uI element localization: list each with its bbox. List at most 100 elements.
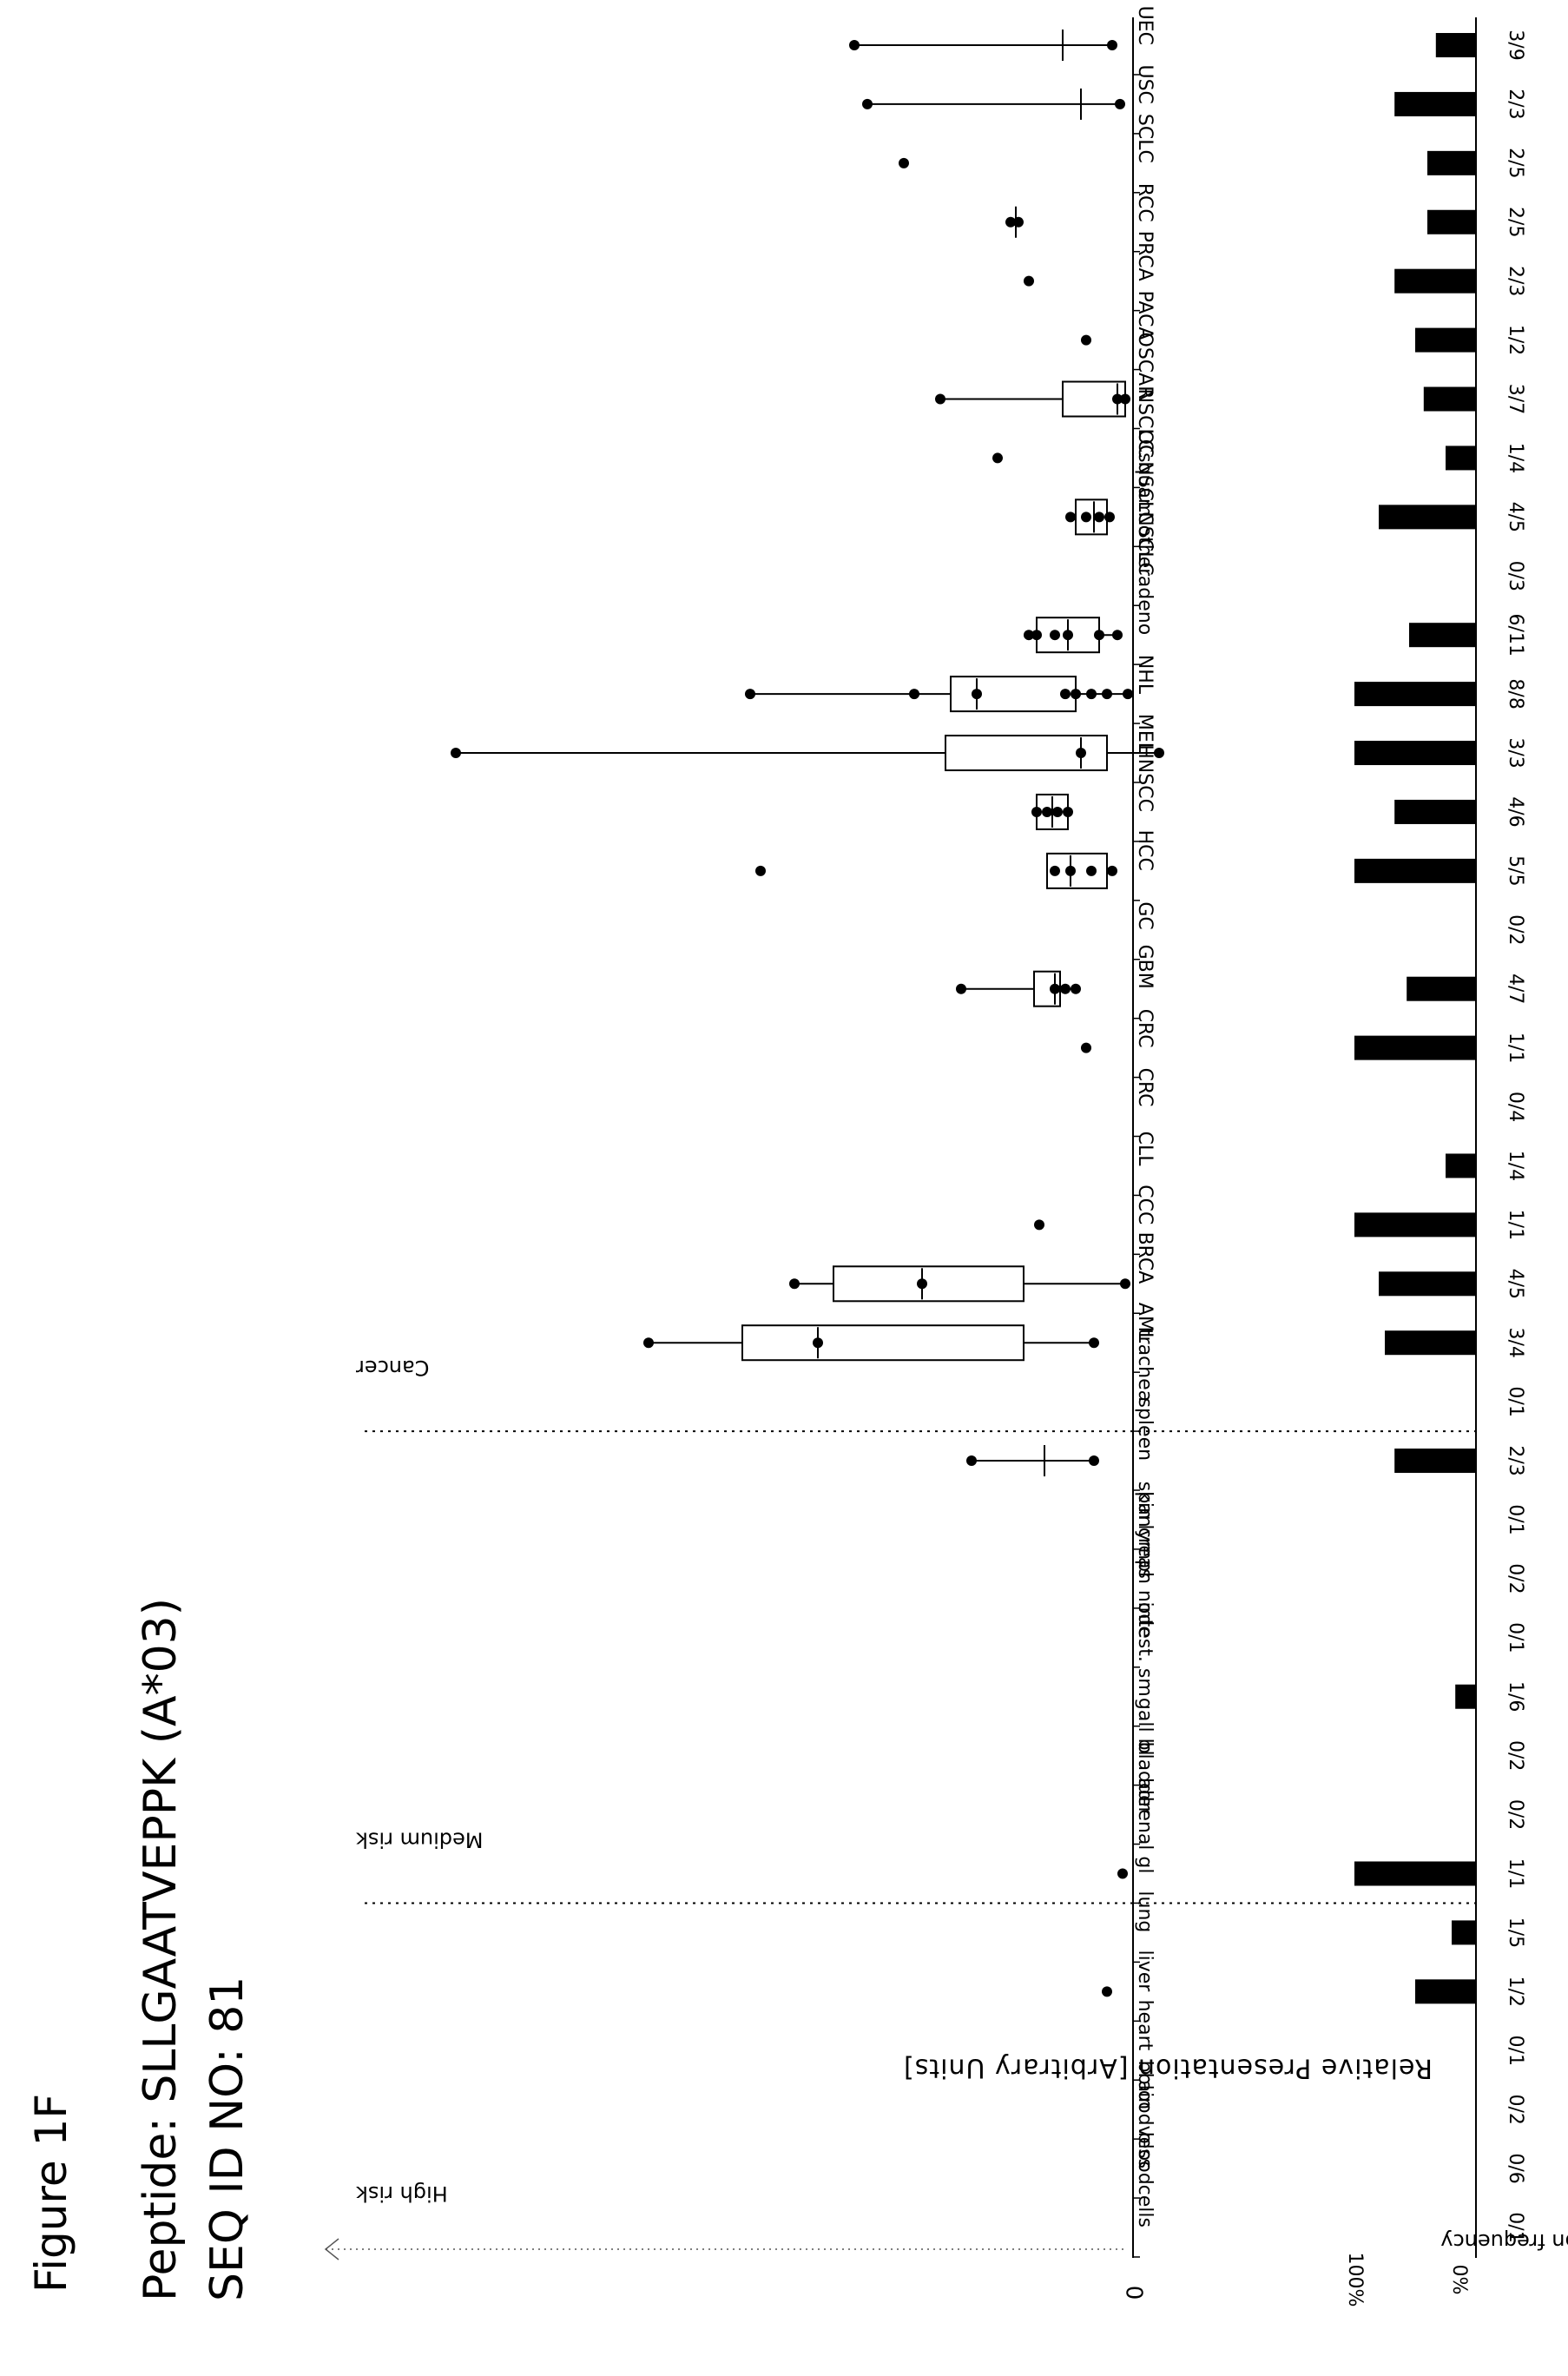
sample-row: bladder 0/2 [1133,1741,1526,1845]
sample-row: SCLC 2/5 [899,114,1526,194]
frequency-label: 0/1 [1505,2036,1526,2066]
frequency-label: 6/11 [1505,613,1526,656]
data-point [1094,630,1104,641]
data-point [1081,334,1091,346]
data-point [1052,806,1063,817]
data-point [1031,630,1042,641]
data-point [1107,865,1117,876]
data-point [992,452,1003,464]
box [950,676,1077,713]
sample-label: bloodvess [1134,2073,1156,2168]
y-tick-zero: 0 [1121,2286,1147,2300]
frequency-bar [1427,150,1476,175]
data-point [1076,748,1086,759]
sample-row: CRC 0/4 [1133,1068,1526,1138]
sample-label: liver [1134,1950,1156,1992]
sample-row: CLL 1/4 [1133,1132,1526,1197]
data-point [917,1278,927,1290]
sample-row: MEL 3/3 [451,714,1526,783]
data-point [1123,689,1133,700]
sample-label: CRC [1134,1068,1156,1107]
sample-row: NSCLCsquam 4/5 [1065,389,1526,548]
sample-row: USC 2/3 [862,64,1526,135]
frequency-label: 2/3 [1505,89,1526,119]
frequency-label: 3/3 [1505,737,1526,768]
sample-row: NSCLCother 0/3 [1133,461,1526,606]
frequency-label: 0/2 [1505,1740,1526,1771]
data-point [789,1278,800,1290]
sample-row: CRC 1/1 [1081,1009,1526,1079]
sample-row: GBM 4/7 [956,945,1526,1020]
frequency-label: 1/6 [1505,1681,1526,1712]
sample-label: USC [1134,64,1156,103]
frequency-bar [1394,91,1476,116]
frequency-label: 1/4 [1505,443,1526,473]
data-point [1042,806,1052,817]
data-point [935,393,945,405]
frequency-bar [1379,1271,1476,1297]
sample-label: PACA [1134,291,1156,340]
data-point [909,689,919,700]
sample-row: gall bl 0/2 [1133,1698,1526,1786]
sample-label: brain [1134,2061,1156,2110]
sample-label: NSCLCadeno [1134,512,1156,635]
data-point [1060,689,1071,700]
data-point [972,689,982,700]
frequency-bar [1394,1449,1476,1474]
frequency-label: 0/4 [1505,1092,1526,1122]
sample-label: GBM [1134,945,1156,989]
frequency-label: 4/5 [1505,1269,1526,1299]
frequency-label: 1/1 [1505,1033,1526,1063]
sample-label: AML [1134,1303,1156,1343]
data-point [1120,1278,1130,1290]
frequency-label: 0/1 [1505,1622,1526,1653]
frequency-label: 2/3 [1505,1445,1526,1475]
frequency-bar [1394,799,1476,824]
sample-label: bloodcells [1134,2132,1156,2228]
data-point [1112,393,1123,405]
data-point [1024,275,1034,287]
data-point [1065,865,1076,876]
frequency-label: 0/6 [1505,2153,1526,2183]
sample-label: MEL [1134,714,1156,754]
sample-row: lung 1/5 [1133,1891,1526,1964]
data-point [1063,806,1073,817]
frequency-label: 1/2 [1505,325,1526,355]
sample-label: NHL [1134,655,1156,695]
frequency-bar [1354,741,1476,766]
frequency-label: 2/3 [1505,266,1526,296]
data-point [451,748,461,759]
data-point [966,1455,977,1467]
sample-label: NSCLCother [1134,461,1156,577]
data-point [1086,865,1097,876]
data-point [1104,512,1115,523]
frequency-label: 0/2 [1505,1563,1526,1594]
frequency-tick-0: 0% [1448,2265,1470,2295]
sample-label: pancreas [1134,1491,1156,1579]
frequency-label: 0/2 [1505,2094,1526,2124]
sample-row: PACA 1/2 [1081,291,1526,371]
frequency-label: 0/1 [1505,1504,1526,1534]
data-point [1102,689,1112,700]
data-point [1081,512,1091,523]
data-point [1107,40,1117,50]
sample-label: UEC [1134,6,1156,45]
frequency-label: 1/5 [1505,1917,1526,1948]
data-point [1102,1986,1112,1997]
frequency-bar [1407,976,1476,1001]
frequency-bar [1415,327,1476,353]
sample-label: CCC [1134,1185,1156,1224]
data-point [1120,393,1130,405]
data-point [1094,512,1104,523]
sample-label: NSCLCsquam [1134,389,1156,518]
sample-row: AML 3/4 [643,1303,1526,1373]
sample-label: heart [1134,2000,1156,2051]
sample-row: adrenal gl 1/1 [1117,1778,1526,1904]
frequency-tick-100: 100% [1344,2253,1366,2307]
frequency-bar [1394,268,1476,294]
group-label: High risk [356,2181,448,2206]
data-point [1089,1337,1099,1349]
sample-label: trachea [1134,1329,1156,1402]
